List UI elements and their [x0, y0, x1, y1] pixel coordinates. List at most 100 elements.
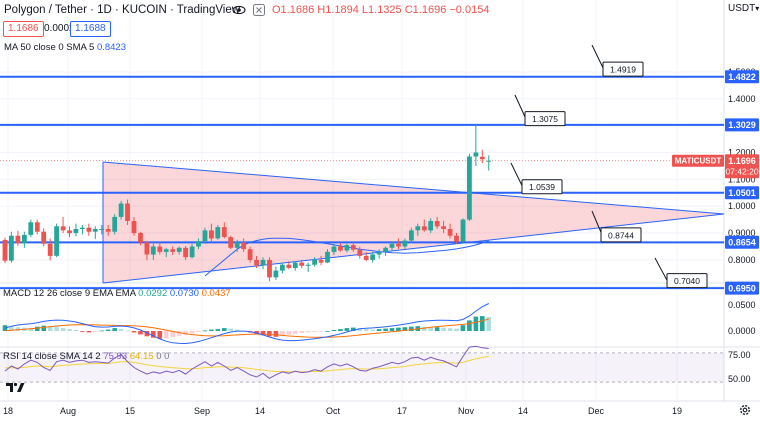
macd-tick-label: 0.0500	[728, 300, 756, 310]
currency-label: USDT	[728, 3, 756, 14]
macd-histogram-bar	[421, 326, 427, 331]
macd-histogram-bar	[9, 326, 14, 331]
candle-body	[183, 247, 188, 258]
price-tick-label: 0.9000	[728, 228, 756, 238]
sell-price-box[interactable]: 1.1686	[3, 21, 44, 37]
callout-label: 0.7040	[674, 276, 700, 286]
candle-body	[92, 229, 98, 232]
level-price-tag-label: 1.4822	[728, 72, 756, 82]
macd-histogram-bar	[170, 331, 175, 338]
macd-histogram-bar	[480, 316, 485, 331]
rsi-sma-value: 64.15	[129, 351, 154, 362]
candle-body	[447, 229, 453, 236]
callout-box	[521, 179, 563, 195]
rsi-line	[4, 345, 489, 379]
macd-histogram-bar	[299, 331, 304, 333]
level-price-tag-label: 1.3029	[728, 120, 756, 130]
rsi-band	[0, 352, 724, 383]
macd-histogram-bar	[99, 330, 105, 332]
macd-histogram-bar	[486, 317, 491, 331]
candle-body	[73, 229, 79, 233]
time-tick-label: 14	[255, 406, 265, 416]
macd-histogram-bar	[292, 331, 298, 334]
price-tick-label: 0.8000	[728, 255, 756, 265]
rsi-sma-line	[4, 355, 489, 373]
macd-histogram-bar	[151, 331, 156, 338]
level-price-tag-label: 0.8654	[728, 238, 756, 248]
candle-body	[363, 255, 369, 260]
macd-legend[interactable]: MACD 12 26 close 9 EMA EMA 0.0292 0.0730…	[3, 288, 231, 299]
macd-histogram-bar	[338, 329, 343, 331]
candle-body	[86, 227, 92, 232]
macd-line-value: 0.0730	[169, 288, 199, 299]
symbol-title[interactable]: Polygon / Tether · 1D · KUCOIN · Trading…	[4, 4, 240, 16]
rsi-label: RSI 14 close SMA 14 2	[3, 351, 101, 362]
candle-body	[267, 259, 272, 278]
price-axis[interactable]: 1.50001.40001.30001.20001.10001.00000.90…	[672, 67, 759, 384]
rsi-tick-label: 75.00	[728, 350, 751, 360]
macd-histogram-bar	[389, 328, 395, 331]
ma-legend[interactable]: MA 50 close 0 SMA 5 0.8423	[4, 42, 126, 53]
macd-histogram-bar	[176, 331, 182, 336]
spread-value: 0.0002	[44, 23, 75, 34]
candle-body	[396, 243, 401, 247]
rsi-extra-1: 0	[156, 351, 162, 362]
candle-body	[409, 230, 414, 241]
level-price-tag	[725, 235, 759, 249]
level-callouts[interactable]: 1.4919 1.3075 1.0539 0.8744 0.7040	[510, 44, 708, 289]
macd-histogram-bar	[234, 329, 240, 331]
macd-histogram-bar	[15, 327, 21, 331]
candle-body	[312, 259, 317, 265]
macd-histogram-bar	[331, 330, 337, 331]
rsi-extra-2: 0	[164, 351, 170, 362]
candle-body	[131, 221, 137, 234]
macd-line	[4, 303, 490, 345]
candle-body	[286, 264, 292, 268]
candle-body	[254, 259, 259, 266]
macd-signal-value: 0.0437	[201, 288, 231, 299]
candle-body	[467, 156, 472, 220]
buy-price-box[interactable]: 1.1688	[70, 21, 111, 37]
time-tick-label: Dec	[588, 406, 605, 416]
level-price-tag	[725, 281, 759, 295]
candle-body	[15, 235, 21, 244]
candle-body	[486, 160, 492, 162]
close-icon[interactable]	[252, 3, 266, 17]
macd-histogram-bar	[473, 316, 479, 331]
candle-body	[99, 229, 105, 230]
countdown-label: 07:42:20	[725, 167, 758, 177]
macd-label: MACD 12 26 close 9 EMA EMA	[3, 288, 136, 299]
macd-histogram-bar	[196, 331, 201, 332]
candle-body	[434, 221, 440, 227]
candle-body	[2, 240, 8, 261]
candle-body	[80, 227, 85, 229]
eye-icon[interactable]	[232, 3, 246, 17]
candle-body	[105, 229, 111, 232]
rsi-value: 75.93	[103, 351, 128, 362]
candle-body	[454, 235, 459, 242]
macd-histogram-bar	[93, 331, 98, 332]
candle-body	[176, 247, 182, 252]
candle-body	[202, 230, 208, 242]
candle-body	[138, 233, 143, 243]
candle-body	[479, 156, 485, 160]
time-axis[interactable]: 18 Aug 15 Sep 14 Oct 17 Nov 14 Dec 19	[3, 406, 682, 416]
rsi-legend[interactable]: RSI 14 close SMA 14 2 75.93 64.15 0 0	[3, 351, 169, 362]
level-price-tag	[725, 186, 759, 200]
candle-body	[344, 245, 350, 251]
candle-body	[325, 251, 330, 263]
gear-icon[interactable]	[738, 403, 752, 417]
candles	[2, 123, 492, 282]
currency-selector[interactable]: USDT▾	[728, 3, 759, 14]
macd-histogram-bar	[105, 329, 111, 331]
triangle-upper-edge	[102, 161, 725, 215]
macd-histogram-bar	[131, 331, 137, 333]
macd-histogram-bar	[305, 331, 311, 333]
macd-histogram-bar	[267, 331, 272, 337]
chevron-down-icon: ▾	[755, 4, 760, 13]
macd-histogram-bar	[189, 331, 195, 334]
macd-histogram-bar	[222, 328, 227, 331]
macd-histogram-bar	[183, 331, 188, 335]
candle-body	[338, 246, 343, 251]
